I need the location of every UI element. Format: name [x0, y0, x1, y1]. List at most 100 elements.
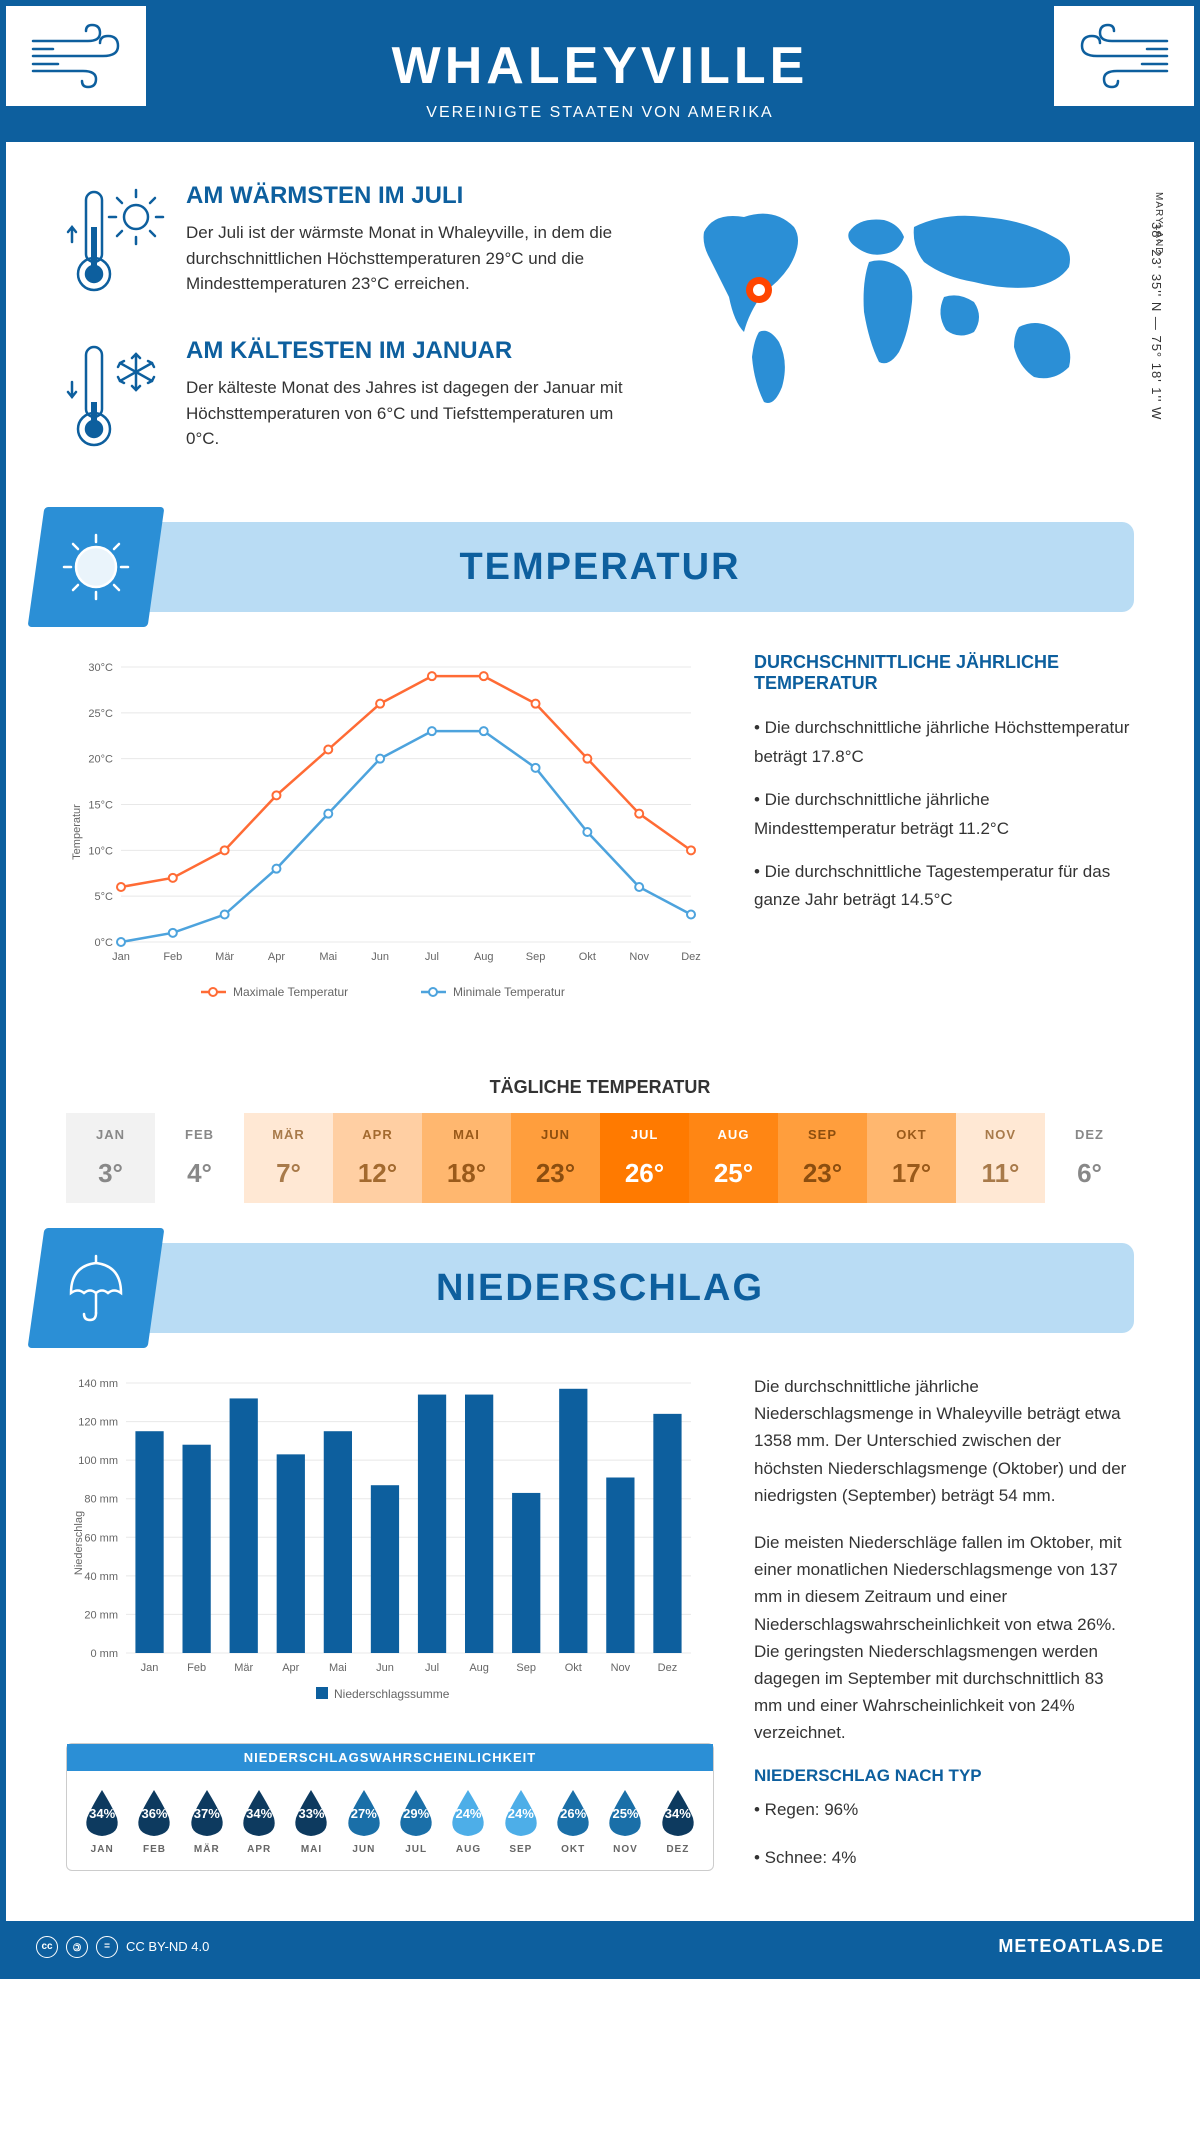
- probability-title: NIEDERSCHLAGSWAHRSCHEINLICHKEIT: [67, 1744, 713, 1771]
- warmest-text: Der Juli ist der wärmste Monat in Whaley…: [186, 220, 634, 297]
- svg-text:Jun: Jun: [371, 951, 389, 963]
- daily-temp-cell: AUG25°: [689, 1113, 778, 1203]
- svg-text:Dez: Dez: [681, 951, 701, 963]
- svg-text:Niederschlag: Niederschlag: [73, 1511, 85, 1575]
- umbrella-icon: [28, 1228, 165, 1348]
- svg-text:Maximale Temperatur: Maximale Temperatur: [233, 985, 348, 999]
- thermometer-cold-icon: [66, 337, 166, 462]
- svg-text:Mai: Mai: [329, 1662, 347, 1674]
- svg-text:Dez: Dez: [658, 1662, 678, 1674]
- daily-temp-cell: APR12°: [333, 1113, 422, 1203]
- svg-text:Apr: Apr: [268, 951, 285, 963]
- svg-text:5°C: 5°C: [95, 891, 114, 903]
- daily-temp-cell: MÄR7°: [244, 1113, 333, 1203]
- svg-text:Feb: Feb: [187, 1662, 206, 1674]
- svg-text:25°C: 25°C: [88, 708, 113, 720]
- svg-text:15°C: 15°C: [88, 800, 113, 812]
- svg-text:20°C: 20°C: [88, 754, 113, 766]
- svg-text:Mai: Mai: [319, 951, 337, 963]
- precip-header-title: NIEDERSCHLAG: [436, 1267, 764, 1310]
- svg-text:Okt: Okt: [579, 951, 596, 963]
- warmest-title: AM WÄRMSTEN IM JULI: [186, 182, 634, 210]
- probability-cell: 34%DEZ: [653, 1786, 703, 1855]
- daily-temp-cell: JUN23°: [511, 1113, 600, 1203]
- daily-temp-cell: MAI18°: [422, 1113, 511, 1203]
- infographic-container: WHALEYVILLE VEREINIGTE STAATEN VON AMERI…: [0, 0, 1200, 1979]
- svg-text:Jan: Jan: [112, 951, 130, 963]
- coordinates: 38° 23' 35'' N — 75° 18' 1'' W: [1149, 222, 1164, 420]
- precip-text-2: Die meisten Niederschläge fallen im Okto…: [754, 1529, 1134, 1747]
- svg-text:Jul: Jul: [425, 951, 439, 963]
- svg-text:40 mm: 40 mm: [84, 1571, 118, 1583]
- svg-text:60 mm: 60 mm: [84, 1532, 118, 1544]
- svg-text:Minimale Temperatur: Minimale Temperatur: [453, 985, 565, 999]
- probability-cell: 25%NOV: [600, 1786, 650, 1855]
- precip-by-type-title: NIEDERSCHLAG NACH TYP: [754, 1766, 1134, 1786]
- temperature-chart: 0°C5°C10°C15°C20°C25°C30°CJanFebMärAprMa…: [66, 652, 714, 1017]
- daily-temp-cell: NOV11°: [956, 1113, 1045, 1203]
- svg-text:Mär: Mär: [215, 951, 234, 963]
- coldest-content: AM KÄLTESTEN IM JANUAR Der kälteste Mona…: [186, 337, 634, 462]
- precip-chart-area: 0 mm20 mm40 mm60 mm80 mm100 mm120 mm140 …: [66, 1373, 714, 1891]
- wind-icon-right: [1054, 6, 1194, 106]
- svg-text:Nov: Nov: [629, 951, 649, 963]
- warmest-content: AM WÄRMSTEN IM JULI Der Juli ist der wär…: [186, 182, 634, 307]
- svg-text:Apr: Apr: [282, 1662, 299, 1674]
- svg-text:30°C: 30°C: [88, 662, 113, 674]
- license: cc 🄯 = CC BY-ND 4.0: [36, 1936, 209, 1958]
- daily-temp-cell: OKT17°: [867, 1113, 956, 1203]
- svg-text:Nov: Nov: [611, 1662, 631, 1674]
- svg-text:20 mm: 20 mm: [84, 1609, 118, 1621]
- probability-cell: 26%OKT: [548, 1786, 598, 1855]
- probability-cell: 33%MAI: [286, 1786, 336, 1855]
- precip-section: 0 mm20 mm40 mm60 mm80 mm100 mm120 mm140 …: [6, 1333, 1194, 1921]
- precip-by-type-0: • Regen: 96%: [754, 1796, 1134, 1823]
- temp-bullet-1: • Die durchschnittliche jährliche Mindes…: [754, 786, 1134, 844]
- svg-text:Feb: Feb: [163, 951, 182, 963]
- world-map-svg: [674, 182, 1104, 422]
- page-title: WHALEYVILLE: [26, 36, 1174, 96]
- svg-text:Niederschlagssumme: Niederschlagssumme: [334, 1687, 450, 1701]
- license-text: CC BY-ND 4.0: [126, 1939, 209, 1954]
- temperature-section-header: TEMPERATUR: [66, 522, 1134, 612]
- svg-text:Aug: Aug: [474, 951, 494, 963]
- header: WHALEYVILLE VEREINIGTE STAATEN VON AMERI…: [6, 6, 1194, 142]
- svg-text:Jan: Jan: [141, 1662, 159, 1674]
- wind-icon-left: [6, 6, 146, 106]
- svg-text:Sep: Sep: [516, 1662, 536, 1674]
- temp-bullet-0: • Die durchschnittliche jährliche Höchst…: [754, 714, 1134, 772]
- daily-temp-cell: SEP23°: [778, 1113, 867, 1203]
- probability-cell: 24%AUG: [443, 1786, 493, 1855]
- daily-temp-title: TÄGLICHE TEMPERATUR: [66, 1077, 1134, 1098]
- svg-text:120 mm: 120 mm: [78, 1417, 118, 1429]
- svg-text:80 mm: 80 mm: [84, 1494, 118, 1506]
- probability-cell: 27%JUN: [339, 1786, 389, 1855]
- svg-text:Sep: Sep: [526, 951, 546, 963]
- warmest-block: AM WÄRMSTEN IM JULI Der Juli ist der wär…: [66, 182, 634, 307]
- svg-text:Aug: Aug: [469, 1662, 489, 1674]
- temp-bullet-2: • Die durchschnittliche Tagestemperatur …: [754, 858, 1134, 916]
- svg-text:100 mm: 100 mm: [78, 1455, 118, 1467]
- top-section: AM WÄRMSTEN IM JULI Der Juli ist der wär…: [6, 142, 1194, 522]
- precip-bar-chart: 0 mm20 mm40 mm60 mm80 mm100 mm120 mm140 …: [66, 1373, 706, 1713]
- probability-cell: 24%SEP: [496, 1786, 546, 1855]
- temp-info-title: DURCHSCHNITTLICHE JÄHRLICHE TEMPERATUR: [754, 652, 1134, 694]
- probability-cell: 37%MÄR: [182, 1786, 232, 1855]
- brand: METEOATLAS.DE: [998, 1936, 1164, 1957]
- daily-temp-grid: JAN3°FEB4°MÄR7°APR12°MAI18°JUN23°JUL26°A…: [66, 1113, 1134, 1203]
- temperature-header-title: TEMPERATUR: [459, 546, 740, 589]
- daily-temp-cell: DEZ6°: [1045, 1113, 1134, 1203]
- probability-cell: 36%FEB: [129, 1786, 179, 1855]
- footer: cc 🄯 = CC BY-ND 4.0 METEOATLAS.DE: [6, 1921, 1194, 1973]
- svg-text:Jun: Jun: [376, 1662, 394, 1674]
- temperature-info: DURCHSCHNITTLICHE JÄHRLICHE TEMPERATUR •…: [754, 652, 1134, 1017]
- svg-text:0 mm: 0 mm: [91, 1648, 119, 1660]
- probability-cell: 34%JAN: [77, 1786, 127, 1855]
- daily-temp-cell: JAN3°: [66, 1113, 155, 1203]
- probability-grid: 34%JAN36%FEB37%MÄR34%APR33%MAI27%JUN29%J…: [77, 1786, 703, 1855]
- svg-text:Temperatur: Temperatur: [71, 804, 83, 860]
- precip-info: Die durchschnittliche jährliche Niedersc…: [754, 1373, 1134, 1891]
- cc-icon: cc: [36, 1936, 58, 1958]
- page-subtitle: VEREINIGTE STAATEN VON AMERIKA: [26, 104, 1174, 122]
- world-map: MARYLAND 38° 23' 35'' N — 75° 18' 1'' W: [674, 182, 1134, 492]
